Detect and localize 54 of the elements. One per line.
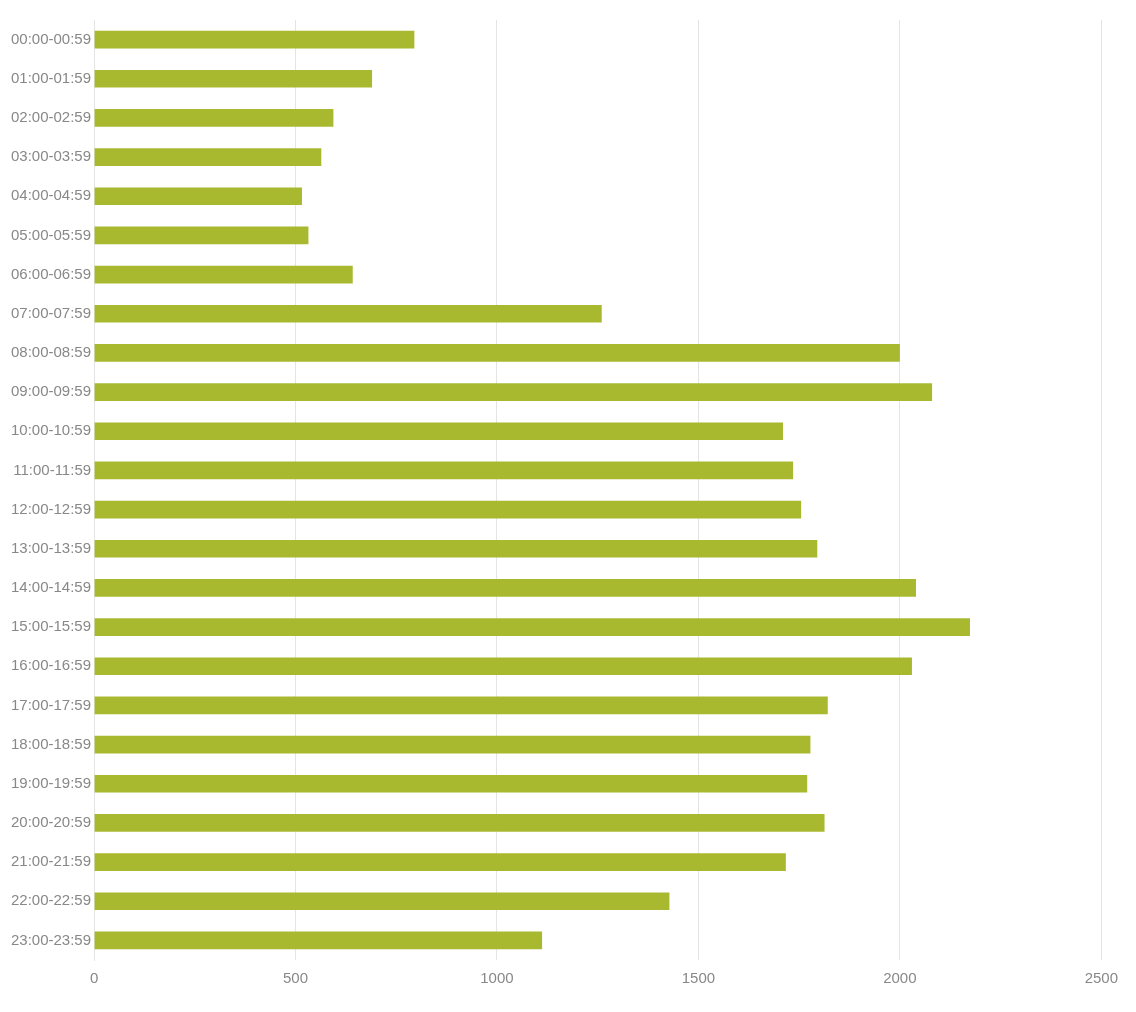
y-tick-label: 07:00-07:59 xyxy=(10,303,92,321)
x-tick-label: 0 xyxy=(89,969,99,987)
y-tick-label: 12:00-12:59 xyxy=(10,499,92,517)
x-tick-label: 1500 xyxy=(681,969,716,987)
y-tick-label: 03:00-03:59 xyxy=(10,147,92,165)
y-tick-label: 15:00-15:59 xyxy=(10,617,92,635)
y-tick-label: 00:00-00:59 xyxy=(10,29,92,47)
bar xyxy=(94,774,808,793)
bar xyxy=(94,304,602,323)
y-tick-label: 13:00-13:59 xyxy=(10,538,92,556)
y-tick-label: 02:00-02:59 xyxy=(10,108,92,126)
y-tick-label: 04:00-04:59 xyxy=(10,186,92,204)
bar xyxy=(94,265,353,284)
y-tick-label: 22:00-22:59 xyxy=(10,891,92,909)
y-tick-label: 23:00-23:59 xyxy=(10,930,92,948)
y-tick-label: 01:00-01:59 xyxy=(10,68,92,86)
bar xyxy=(94,187,302,206)
bar xyxy=(94,539,818,558)
x-tick-label: 2000 xyxy=(883,969,917,987)
x-tick-label: 2500 xyxy=(1084,969,1118,987)
bar xyxy=(94,148,322,166)
bar xyxy=(94,383,933,401)
bar xyxy=(94,696,828,715)
y-tick-label: 18:00-18:59 xyxy=(10,734,92,752)
y-tick-label: 19:00-19:59 xyxy=(10,773,92,791)
bar xyxy=(94,422,784,441)
bar xyxy=(94,931,543,950)
x-tick-label: 500 xyxy=(283,969,309,987)
bar xyxy=(94,30,415,49)
bar xyxy=(94,461,794,480)
y-tick-label: 14:00-14:59 xyxy=(10,578,92,596)
y-tick-label: 20:00-20:59 xyxy=(10,813,92,831)
y-tick-label: 08:00-08:59 xyxy=(10,343,92,361)
bar xyxy=(94,618,970,636)
bar xyxy=(94,892,670,911)
y-tick-label: 06:00-06:59 xyxy=(10,264,92,282)
y-tick-label: 10:00-10:59 xyxy=(10,421,92,439)
bar xyxy=(94,109,334,127)
y-tick-label: 21:00-21:59 xyxy=(10,852,92,870)
y-tick-label: 11:00-11:59 xyxy=(13,460,92,478)
bar xyxy=(94,69,373,88)
bar xyxy=(94,226,309,245)
bar xyxy=(94,735,811,754)
bar xyxy=(94,853,786,871)
bar xyxy=(94,579,916,597)
bar xyxy=(94,500,802,519)
y-tick-label: 16:00-16:59 xyxy=(10,656,92,674)
y-tick-label: 17:00-17:59 xyxy=(10,695,92,713)
bar xyxy=(94,657,912,676)
bar xyxy=(94,814,825,832)
y-tick-label: 09:00-09:59 xyxy=(10,382,92,400)
y-tick-label: 05:00-05:59 xyxy=(10,225,92,243)
x-tick-label: 1000 xyxy=(480,969,514,987)
bar xyxy=(94,344,900,362)
